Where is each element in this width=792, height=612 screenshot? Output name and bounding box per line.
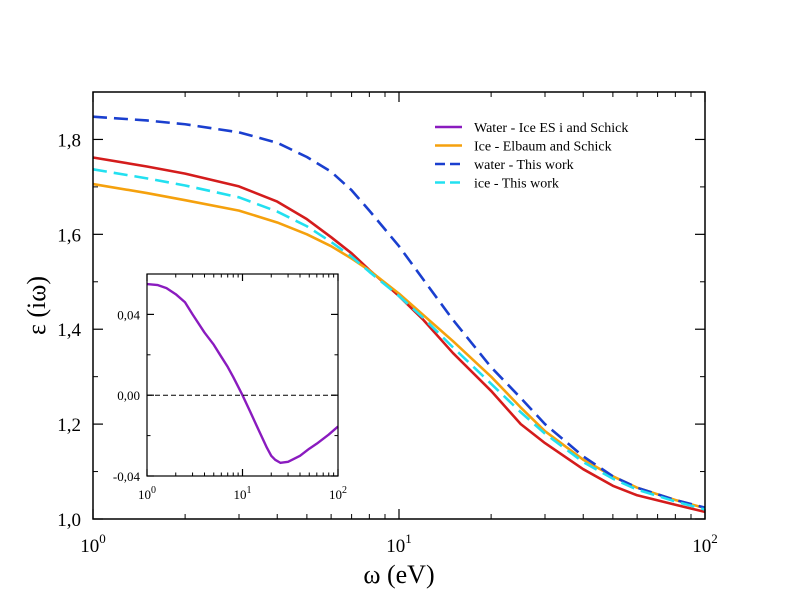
plot-frame	[92, 91, 706, 520]
legend-label-2: water - This work	[474, 158, 574, 173]
series-line-3	[92, 168, 706, 511]
x-tick-label: 100	[80, 531, 106, 557]
x-axis-title: ω (eV)	[363, 560, 434, 589]
y-tick-label: 1,8	[57, 130, 81, 151]
x-tick-label: 101	[234, 485, 252, 502]
legend-label-0: Water - Ice ES i and Schick	[474, 121, 628, 136]
y-tick-label: 0,04	[117, 307, 140, 322]
y-tick-label: -0,04	[113, 469, 141, 484]
x-tick-label: 100	[138, 485, 156, 502]
series-line-0	[92, 156, 706, 514]
y-tick-label: 1,0	[57, 510, 81, 531]
y-tick-label: 1,2	[57, 415, 81, 436]
inset-plot: 100 101 102 -0,04 0,00 0,04	[113, 273, 347, 502]
legend-label-3: ice - This work	[474, 177, 559, 192]
x-tick-label: 101	[386, 531, 412, 557]
series-line-2	[92, 115, 706, 509]
x-tick-label: 102	[692, 531, 718, 557]
y-tick-label: 1,4	[57, 320, 81, 341]
y-tick-label: 0,00	[117, 388, 140, 403]
series-line-1	[92, 182, 706, 510]
legend-label-1: Ice - Elbaum and Schick	[474, 140, 612, 155]
main-plot: 100 101 102 1,0 1,2 1,4 1,6 1,8 ω (eV) ε (iω)	[22, 91, 718, 589]
plot-frame	[146, 273, 339, 477]
y-axis-title: ε (iω)	[22, 276, 51, 335]
x-tick-label: 102	[329, 485, 347, 502]
y-tick-label: 1,6	[57, 225, 81, 246]
legend: Water - Ice ES i and Schick Ice - Elbaum …	[435, 121, 628, 192]
series-line-0	[146, 282, 339, 465]
